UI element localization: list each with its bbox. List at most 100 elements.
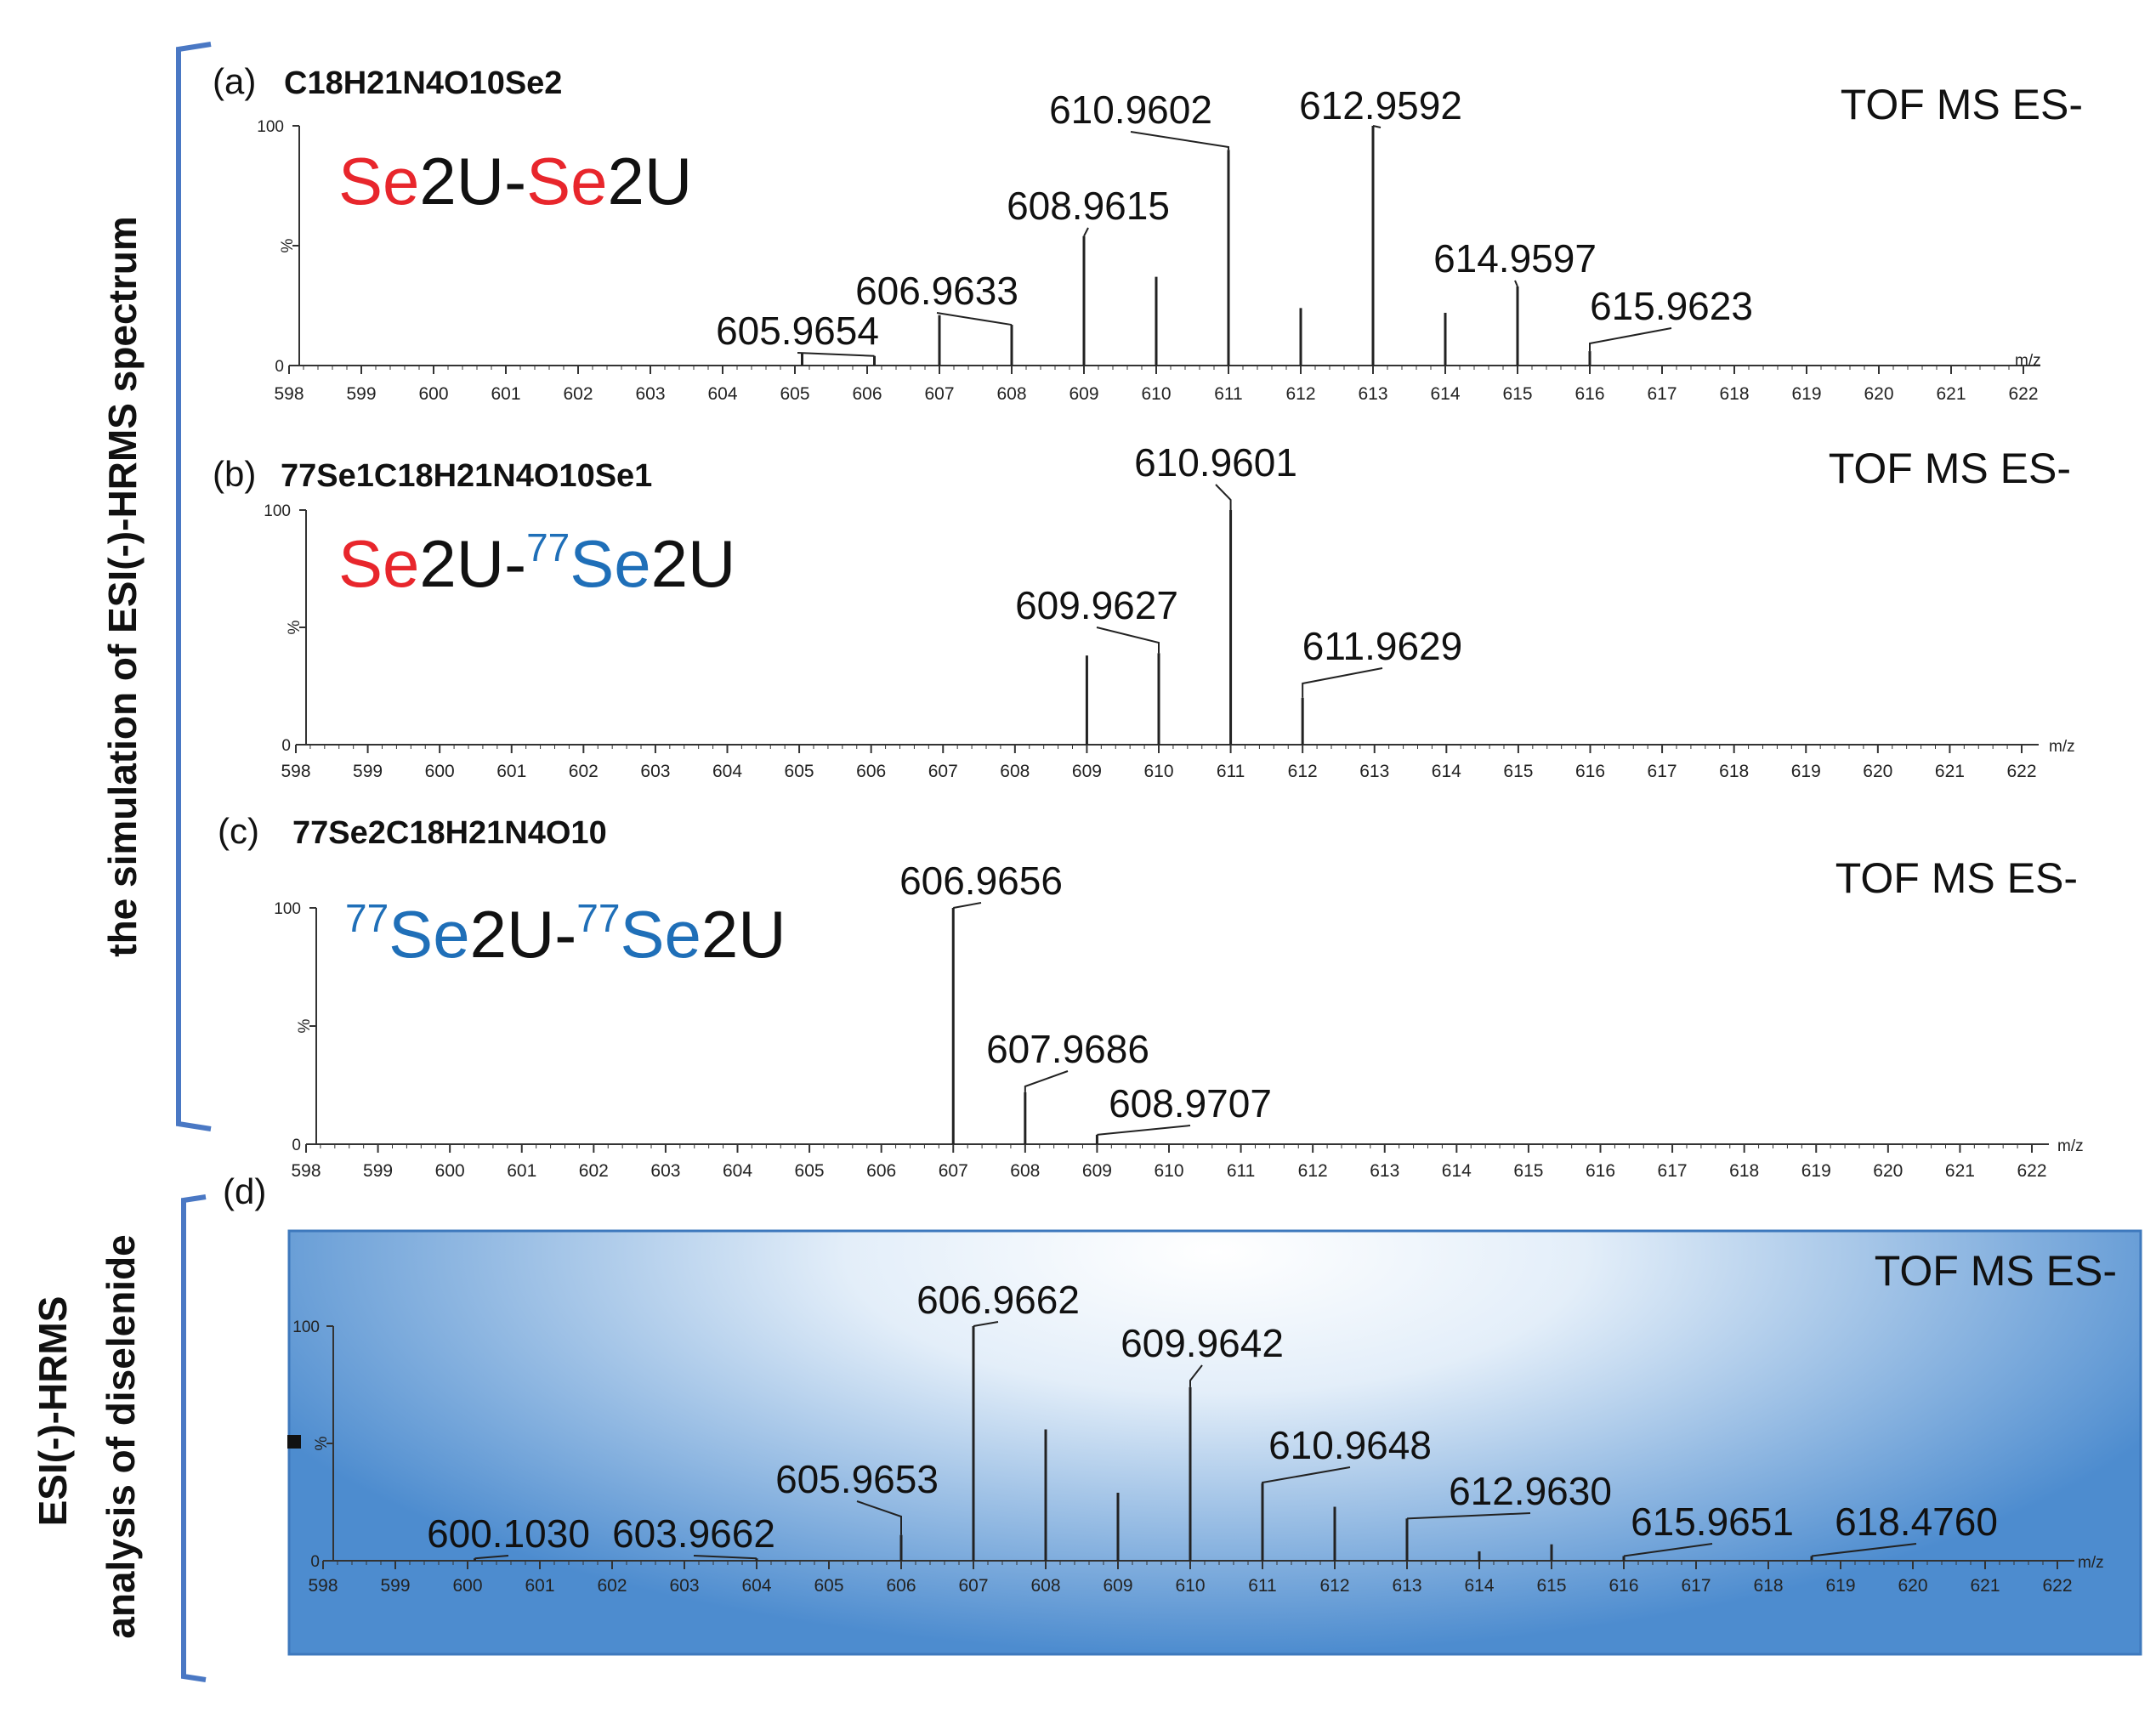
x-tick-label: 615 <box>1503 762 1533 781</box>
x-tick-label: 599 <box>353 762 383 781</box>
peak-label: 606.9633 <box>855 269 1018 313</box>
y-axis-label: % <box>296 1018 314 1033</box>
peak-label: 609.9627 <box>1015 583 1178 627</box>
x-tick-label: 598 <box>308 1576 338 1596</box>
x-tick-label: 607 <box>928 762 958 781</box>
x-tick-label: 609 <box>1072 762 1102 781</box>
x-tick-label: 622 <box>2017 1161 2046 1181</box>
y-axis-label: % <box>313 1436 331 1450</box>
peak-label: 600.1030 <box>427 1511 590 1556</box>
compound-segment: 2U- <box>470 897 577 972</box>
x-tick-label: 605 <box>780 384 809 404</box>
peak-leader <box>693 1555 757 1560</box>
x-tick-label: 613 <box>1392 1576 1421 1596</box>
x-tick-label: 599 <box>380 1576 410 1596</box>
compound-label: Se2U-77Se2U <box>338 525 735 601</box>
peak-label: 603.9662 <box>612 1511 775 1556</box>
peak-label: 615.9623 <box>1590 284 1753 328</box>
peak-leader <box>953 902 982 909</box>
x-tick-label: 600 <box>435 1161 465 1181</box>
x-tick-label: 606 <box>856 762 886 781</box>
peak-label: 610.9601 <box>1134 440 1297 485</box>
x-tick-label: 614 <box>1464 1576 1494 1596</box>
x-tick-label: 605 <box>795 1161 825 1181</box>
y-tick-label: 0 <box>281 737 291 755</box>
x-tick-label: 618 <box>1719 762 1749 781</box>
panel-formula: 77Se2C18H21N4O10 <box>292 815 607 851</box>
peak-leader <box>1406 1512 1531 1520</box>
x-tick-label: 609 <box>1103 1576 1132 1596</box>
x-tick-label: 622 <box>2006 762 2036 781</box>
y-tick-label: 0 <box>292 1137 301 1154</box>
peak-leader <box>973 1321 999 1327</box>
x-tick-label: 601 <box>491 384 520 404</box>
spectrum-panel-3: 0 100% 598 599 600 601 602 603 604 605 606 607 608 60… <box>218 811 2084 1181</box>
peak-label: 612.9630 <box>1449 1469 1612 1513</box>
panel-letter: (b) <box>213 454 256 494</box>
x-tick-label: 619 <box>1791 762 1821 781</box>
x-tick-label: 610 <box>1175 1576 1205 1596</box>
x-tick-label: 608 <box>1010 1161 1040 1181</box>
compound-segment: Se <box>620 897 701 972</box>
x-tick-label: 615 <box>1536 1576 1566 1596</box>
isotope-superscript: 77 <box>576 896 620 940</box>
x-tick-label: 606 <box>886 1576 916 1596</box>
y-tick-label: 100 <box>264 502 291 520</box>
x-tick-label: 609 <box>1082 1161 1112 1181</box>
x-tick-label: 621 <box>1936 384 1966 404</box>
x-tick-label: 616 <box>1586 1161 1615 1181</box>
x-tick-label: 617 <box>1681 1576 1711 1596</box>
peak-label: 618.4760 <box>1835 1500 1998 1544</box>
x-tick-label: 612 <box>1288 762 1318 781</box>
peak-leader <box>1097 1125 1191 1136</box>
x-tick-label: 613 <box>1370 1161 1399 1181</box>
x-tick-label: 618 <box>1719 384 1749 404</box>
peak-label: 606.9656 <box>899 859 1063 903</box>
x-tick-label: 617 <box>1648 762 1677 781</box>
panel-letter: (a) <box>213 61 256 101</box>
x-tick-label: 618 <box>1729 1161 1759 1181</box>
acquisition-mode: TOF MS ES- <box>1835 854 2078 902</box>
compound-label: Se2U-Se2U <box>338 144 692 218</box>
peak-label: 608.9707 <box>1109 1081 1272 1125</box>
peak-label: 605.9654 <box>716 309 879 353</box>
panel-letter: (d) <box>223 1171 266 1211</box>
peak-label: 612.9592 <box>1299 83 1462 128</box>
x-tick-label: 619 <box>1791 384 1821 404</box>
x-tick-label: 620 <box>1864 384 1893 404</box>
x-tick-label: 598 <box>291 1161 321 1181</box>
y-axis-label: % <box>286 620 304 634</box>
x-tick-label: 606 <box>866 1161 896 1181</box>
peak-leader <box>1130 131 1229 150</box>
isotope-superscript: 77 <box>526 525 570 570</box>
spectra-panels: 0 100% 598 599 600 601 602 603 604 605 606 607 608 60… <box>213 61 2117 1596</box>
x-tick-label: 611 <box>1248 1576 1276 1596</box>
compound-segment: Se <box>526 144 607 218</box>
y-tick-label: 100 <box>292 1318 320 1336</box>
x-tick-label: 615 <box>1513 1161 1543 1181</box>
x-tick-label: 599 <box>363 1161 393 1181</box>
y-tick-label: 100 <box>257 118 284 136</box>
peak-leader <box>1302 667 1383 698</box>
x-tick-label: 604 <box>741 1576 771 1596</box>
panel-letter: (c) <box>218 811 259 851</box>
x-tick-label: 602 <box>597 1576 627 1596</box>
peak-leader <box>1215 484 1232 510</box>
peak-label: 615.9651 <box>1631 1500 1794 1544</box>
peak-label: 605.9653 <box>775 1457 939 1501</box>
x-tick-label: 619 <box>1825 1576 1855 1596</box>
acquisition-mode: TOF MS ES- <box>1829 445 2071 492</box>
x-tick-label: 600 <box>425 762 455 781</box>
x-axis-label: m/z <box>2078 1554 2104 1572</box>
x-tick-label: 601 <box>507 1161 536 1181</box>
x-tick-label: 600 <box>452 1576 482 1596</box>
peak-label: 614.9597 <box>1433 236 1597 281</box>
x-tick-label: 608 <box>996 384 1026 404</box>
panel-formula: C18H21N4O10Se2 <box>284 65 562 101</box>
x-tick-label: 603 <box>650 1161 680 1181</box>
x-tick-label: 602 <box>569 762 599 781</box>
peak-leader <box>1189 1364 1203 1387</box>
x-tick-label: 599 <box>346 384 376 404</box>
y-tick-label: 0 <box>275 358 284 376</box>
